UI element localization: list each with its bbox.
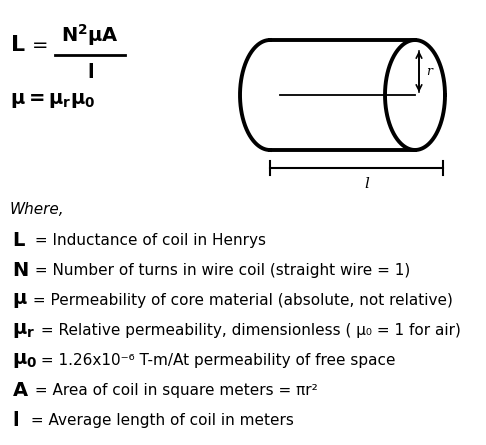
Text: $\mathbf{N}$: $\mathbf{N}$ bbox=[12, 260, 29, 279]
Text: Where,: Where, bbox=[10, 202, 65, 218]
Text: = Number of turns in wire coil (straight wire = 1): = Number of turns in wire coil (straight… bbox=[30, 263, 410, 278]
Text: = Average length of coil in meters: = Average length of coil in meters bbox=[26, 413, 294, 428]
Polygon shape bbox=[270, 40, 415, 150]
Text: $\mathbf{\mu = \mu_r \mu_0}$: $\mathbf{\mu = \mu_r \mu_0}$ bbox=[10, 90, 95, 109]
Text: = 1.26x10⁻⁶ T-m/At permeability of free space: = 1.26x10⁻⁶ T-m/At permeability of free … bbox=[36, 352, 396, 368]
Text: =: = bbox=[32, 36, 49, 54]
Text: $\mathbf{\mu_0}$: $\mathbf{\mu_0}$ bbox=[12, 351, 37, 369]
Text: $\mathbf{\mu_r}$: $\mathbf{\mu_r}$ bbox=[12, 320, 35, 340]
Text: = Inductance of coil in Henrys: = Inductance of coil in Henrys bbox=[30, 232, 266, 247]
Text: = Area of coil in square meters = πr²: = Area of coil in square meters = πr² bbox=[30, 383, 318, 397]
Text: $\mathbf{N^2\mu A}$: $\mathbf{N^2\mu A}$ bbox=[61, 22, 119, 48]
Text: $\mathbf{\mu}$: $\mathbf{\mu}$ bbox=[12, 291, 28, 310]
Text: = Relative permeability, dimensionless ( μ₀ = 1 for air): = Relative permeability, dimensionless (… bbox=[36, 323, 461, 337]
Text: $\mathbf{A}$: $\mathbf{A}$ bbox=[12, 380, 29, 400]
Text: $\mathbf{L}$: $\mathbf{L}$ bbox=[10, 35, 25, 55]
Text: $\mathbf{L}$: $\mathbf{L}$ bbox=[12, 231, 26, 250]
Text: l: l bbox=[364, 177, 369, 191]
Text: r: r bbox=[426, 65, 432, 78]
Text: $\mathbf{l}$: $\mathbf{l}$ bbox=[12, 410, 19, 429]
Text: = Permeability of core material (absolute, not relative): = Permeability of core material (absolut… bbox=[28, 292, 453, 307]
Text: $\mathbf{l}$: $\mathbf{l}$ bbox=[87, 62, 93, 81]
